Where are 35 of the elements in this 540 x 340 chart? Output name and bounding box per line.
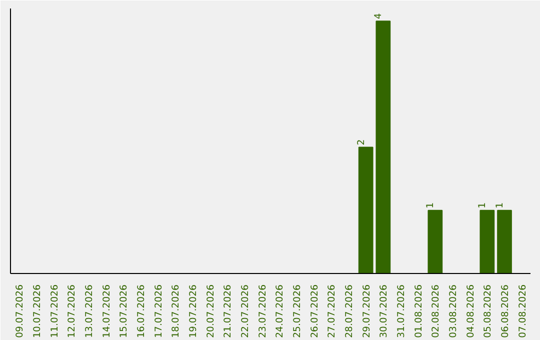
x-tick-label: 16.07.2026 (136, 284, 147, 338)
x-tick-label: 09.07.2026 (14, 284, 26, 338)
data-label: 1 (425, 202, 436, 208)
x-tick-label: 25.07.2026 (292, 284, 303, 338)
x-tick-label: 06.08.2026 (500, 284, 511, 338)
x-tick-label: 18.07.2026 (170, 284, 182, 338)
data-label: 4 (373, 13, 384, 20)
x-tick-label: 02.08.2026 (430, 284, 442, 338)
x-tick-label: 31.07.2026 (396, 284, 407, 338)
x-tick-label: 07.08.2026 (517, 284, 528, 338)
x-tick-label: 12.07.2026 (66, 284, 78, 338)
x-tick-label: 20.07.2026 (205, 284, 216, 338)
x-tick-label: 01.08.2026 (413, 284, 424, 338)
x-tick-label: 19.07.2026 (188, 284, 199, 338)
x-tick-label: 17.07.2026 (153, 284, 164, 338)
x-tick-label: 10.07.2026 (32, 284, 43, 338)
x-tick-label: 13.07.2026 (84, 284, 95, 338)
x-tick-label: 29.07.2026 (361, 284, 372, 338)
x-tick-label: 14.07.2026 (101, 284, 112, 338)
data-label: 2 (356, 139, 367, 146)
x-tick-label: 04.08.2026 (465, 284, 476, 338)
x-tick-label: 30.07.2026 (378, 284, 390, 338)
x-tick-label: 26.07.2026 (309, 284, 320, 338)
x-tick-label: 21.07.2026 (222, 284, 234, 338)
x-tick-label: 27.07.2026 (326, 284, 338, 338)
x-tick-label: 11.07.2026 (49, 284, 60, 338)
x-tick-label: 05.08.2026 (482, 284, 494, 338)
x-tick-label: 24.07.2026 (274, 284, 286, 338)
data-label: 1 (477, 202, 488, 208)
x-tick-label: 22.07.2026 (240, 284, 251, 338)
x-tick-label: 15.07.2026 (118, 284, 130, 338)
x-tick-label: 23.07.2026 (257, 284, 268, 338)
x-tick-label: 28.07.2026 (344, 284, 355, 338)
x-tick-label: 03.08.2026 (448, 284, 459, 338)
data-label: 1 (494, 202, 506, 208)
